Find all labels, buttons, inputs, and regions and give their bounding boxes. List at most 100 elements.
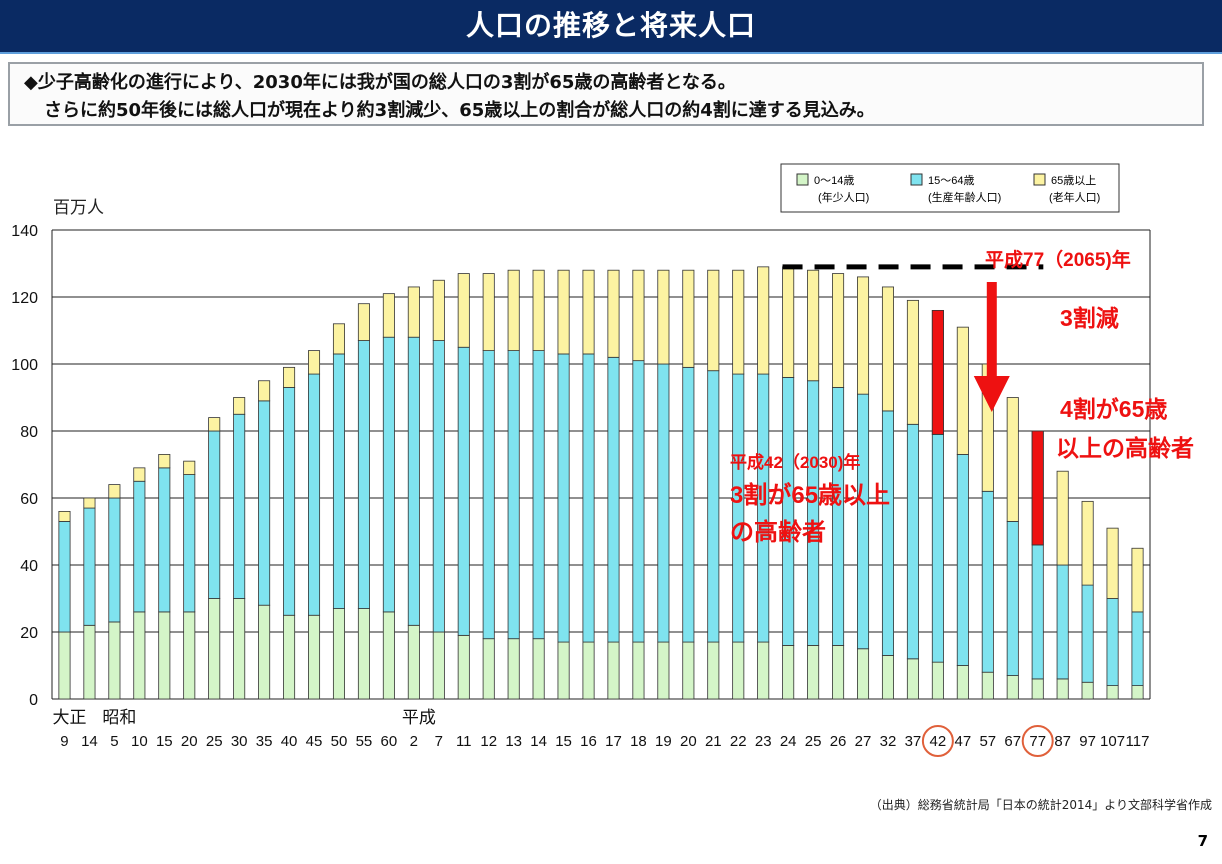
bar-segment-working — [332, 353, 345, 609]
bar-segment-working — [58, 521, 71, 633]
bar-segment-elderly — [657, 269, 670, 365]
y-tick-label: 120 — [11, 290, 38, 307]
bar-segment-working — [632, 360, 645, 643]
x-tick-label: 12 — [480, 733, 497, 750]
x-tick-label: 117 — [1126, 733, 1150, 750]
bar-segment-working — [582, 353, 595, 643]
legend-swatch-working — [910, 173, 923, 186]
x-tick-label: 19 — [655, 733, 672, 750]
annotation-4wari-line2: 以上の高齢者 — [1056, 435, 1194, 461]
bar-segment-young — [1006, 675, 1019, 700]
bar-segment-elderly — [83, 497, 96, 509]
bar-segment-elderly — [857, 276, 870, 395]
x-tick-label: 27 — [855, 733, 872, 750]
bar-segment-young — [457, 634, 470, 700]
annotation-3wari-decrease: 3割減 — [1060, 305, 1119, 331]
decrease-arrow-head — [973, 376, 1010, 412]
bar-segment-elderly — [258, 380, 271, 402]
annotation-2030-line1: 3割が65歳以上 — [730, 481, 890, 509]
highlight-circle — [921, 725, 954, 757]
bar-segment-young — [632, 641, 645, 700]
bar-segment-working — [1031, 544, 1044, 680]
summary-box: ◆少子高齢化の進行により、2030年には我が国の総人口の3割が65歳の高齢者とな… — [8, 62, 1204, 126]
bar-segment-young — [956, 665, 969, 700]
bar-segment-working — [283, 387, 296, 616]
x-tick-label: 15 — [156, 733, 173, 750]
bar-segment-working — [881, 410, 894, 656]
bar-segment-elderly — [782, 266, 795, 378]
bar-segment-working — [956, 454, 969, 666]
chart-legend: 0〜14歳 (年少人口) 15〜64歳 (生産年齢人口) 65歳以上 (老年人口… — [780, 163, 1120, 213]
bar-segment-working — [657, 363, 670, 643]
bar-segment-elderly — [632, 269, 645, 362]
bar-segment-elderly — [732, 269, 745, 375]
x-tick-label: 60 — [381, 733, 398, 750]
bar-segment-young — [208, 598, 221, 700]
bar-segment-working — [83, 507, 96, 626]
bar-segment-elderly — [1081, 500, 1094, 586]
era-label: 大正 — [52, 708, 86, 727]
summary-line-2: さらに約50年後には総人口が現在より約3割減少、65歳以上の割合が総人口の約4割… — [44, 100, 875, 121]
legend-label-elderly: 65歳以上 — [1051, 174, 1096, 187]
bar-segment-young — [881, 655, 894, 700]
bar-segment-working — [832, 387, 845, 646]
legend-label-young: 0〜14歳 — [814, 174, 854, 187]
source-note: （出典）総務省統計局「日本の統計2014」より文部科学省作成 — [869, 798, 1212, 812]
x-tick-label: 35 — [256, 733, 273, 750]
bar-segment-elderly — [1106, 527, 1119, 599]
y-tick-label: 100 — [11, 357, 38, 374]
bar-segment-elderly — [607, 269, 620, 358]
bar-segment-young — [682, 641, 695, 700]
bar-segment-young — [183, 611, 196, 700]
bar-segment-young — [1031, 678, 1044, 700]
bar-segment-elderly — [407, 286, 420, 338]
bar-segment-young — [58, 631, 71, 700]
bar-segment-young — [108, 621, 121, 700]
annotation-2030-title: 平成42（2030)年 — [730, 452, 860, 472]
bar-segment-working — [807, 380, 820, 646]
legend-swatch-elderly — [1033, 173, 1046, 186]
bar-segment-young — [158, 611, 171, 700]
bar-segment-elderly — [557, 269, 570, 355]
bar-segment-elderly — [881, 286, 894, 412]
bar-segment-elderly — [906, 299, 919, 425]
x-tick-label: 24 — [780, 733, 797, 750]
bar-segment-young — [283, 614, 296, 700]
bar-segment-working — [1106, 598, 1119, 686]
x-tick-label: 2 — [410, 733, 418, 750]
bar-segment-working — [432, 340, 445, 633]
y-tick-label: 60 — [20, 491, 38, 508]
bar-segment-young — [332, 608, 345, 700]
x-tick-label: 23 — [755, 733, 772, 750]
bar-segment-working — [857, 393, 870, 650]
x-tick-label: 40 — [281, 733, 298, 750]
bar-segment-young — [507, 638, 520, 700]
x-tick-labels: 9 14 5 10 15 20 25 30 35 40 45 50 55 60 2 7 11 12 13 14 15 16… — [60, 725, 1150, 757]
bar-segment-elderly — [457, 273, 470, 348]
x-tick-label: 47 — [954, 733, 971, 750]
bar-segment-working — [782, 376, 795, 646]
bar-segment-young — [931, 661, 944, 700]
bar-segment-young — [707, 641, 720, 700]
bar-segment-young — [482, 638, 495, 700]
population-chart: 0〜14歳 (年少人口) 15〜64歳 (生産年齢人口) 65歳以上 (老年人口… — [11, 163, 1194, 757]
bar-segment-elderly — [507, 269, 520, 351]
highlight-circle — [1021, 725, 1054, 757]
x-tick-label: 26 — [830, 733, 847, 750]
bar-segment-elderly — [308, 350, 321, 375]
bar-segment-young — [233, 598, 246, 700]
y-ticks: 0 20 40 60 80 100 120 140 — [11, 223, 38, 709]
x-tick-label: 97 — [1079, 733, 1096, 750]
legend-sub-elderly: (老年人口) — [1049, 190, 1100, 204]
bar-segment-working — [931, 433, 944, 663]
bar-segment-young — [906, 658, 919, 700]
annotation-2065-title: 平成77（2065)年 — [985, 248, 1131, 271]
era-label: 平成 — [402, 708, 436, 727]
bar-segment-elderly — [432, 279, 445, 341]
legend-label-working: 15〜64歳 — [928, 174, 974, 187]
x-tick-label: 42 — [930, 733, 947, 750]
bar-segment-young — [607, 641, 620, 700]
bar-segment-working — [707, 370, 720, 643]
bar-segment-elderly — [133, 467, 146, 482]
bar-segment-working — [607, 356, 620, 643]
